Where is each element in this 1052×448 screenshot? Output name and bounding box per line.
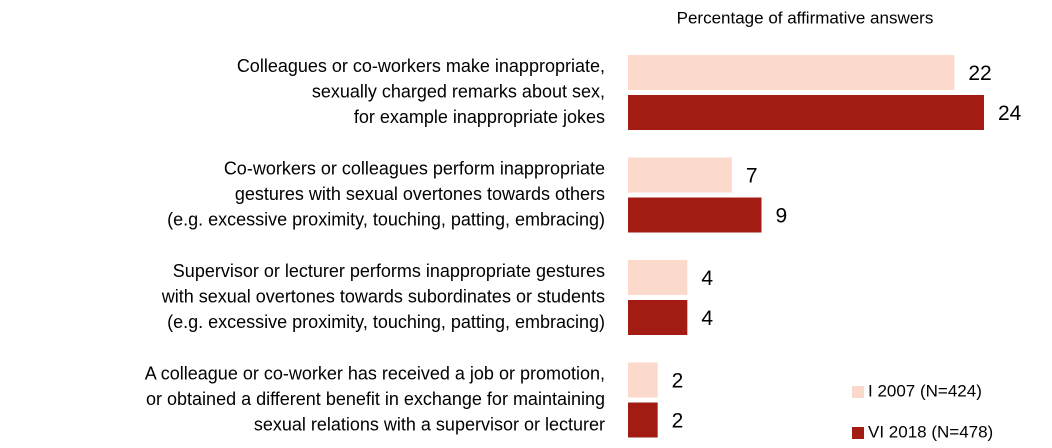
value-label: 24 (998, 102, 1022, 125)
bar (628, 300, 688, 335)
bar (628, 55, 955, 90)
bar (628, 157, 732, 193)
category-label: (e.g. excessive proximity, touching, pat… (167, 312, 605, 332)
bar (628, 402, 658, 438)
category-label: Colleagues or co-workers make inappropri… (237, 56, 605, 76)
category-label: sexually charged remarks about sex, (312, 81, 605, 101)
value-label: 4 (701, 307, 713, 330)
bar (628, 260, 688, 295)
value-label: 2 (672, 370, 684, 393)
legend-swatch (852, 427, 864, 439)
category-label: with sexual overtones towards subordinat… (161, 286, 605, 306)
bar (628, 362, 658, 398)
value-label: 9 (776, 205, 788, 228)
category-label: sexual relations with a supervisor or le… (254, 414, 605, 434)
category-label: gestures with sexual overtones towards o… (235, 184, 605, 204)
category-label: or obtained a different benefit in excha… (146, 389, 605, 409)
category-label: for example inappropriate jokes (354, 107, 605, 127)
subtitle: Percentage of affirmative answers (677, 8, 934, 27)
value-label: 7 (746, 165, 758, 188)
category-label: (e.g. excessive proximity, touching, pat… (167, 209, 605, 229)
value-label: 22 (968, 62, 991, 85)
category-label: A colleague or co-worker has received a … (145, 363, 605, 383)
category-label: Supervisor or lecturer performs inapprop… (173, 261, 605, 281)
legend-label: I 2007 (N=424) (868, 381, 982, 400)
bar (628, 197, 762, 233)
bar (628, 95, 984, 130)
legend-label: VI 2018 (N=478) (868, 422, 993, 441)
category-label: Co-workers or colleagues perform inappro… (224, 158, 605, 178)
value-label: 4 (701, 267, 713, 290)
legend-swatch (852, 386, 864, 398)
value-label: 2 (672, 410, 684, 433)
